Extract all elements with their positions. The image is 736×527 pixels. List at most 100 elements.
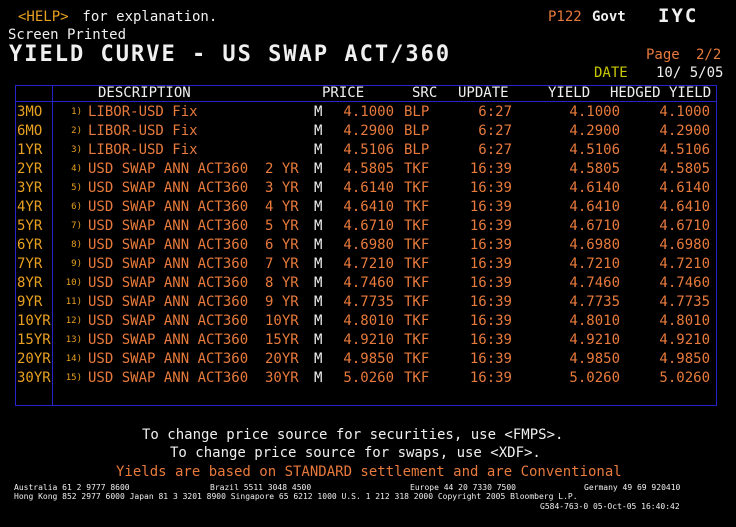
row-number[interactable]: 11) <box>65 297 82 307</box>
table-row[interactable]: 7YR 9) USD SWAP ANN ACT360 7 YR M 4.7210 TKF 1… <box>0 257 736 276</box>
column-header-hedged-yield: HEDGED YIELD <box>610 85 712 101</box>
row-hedged-yield: 4.6980 <box>659 237 710 253</box>
row-source: TKF <box>404 161 430 177</box>
row-price: 4.9210 <box>343 332 394 348</box>
row-number[interactable]: 8) <box>71 240 82 250</box>
row-number[interactable]: 5) <box>71 183 82 193</box>
row-update-time: 16:39 <box>469 180 512 196</box>
table-row[interactable]: 9YR 11) USD SWAP ANN ACT360 9 YR M 4.7735 TKF… <box>0 295 736 314</box>
table-row[interactable]: 2YR 4) USD SWAP ANN ACT360 2 YR M 4.5805 TKF 1… <box>0 162 736 181</box>
table-row[interactable]: 15YR 13) USD SWAP ANN ACT360 15YR M 4.9210 TK… <box>0 333 736 352</box>
table-row[interactable]: 6YR 8) USD SWAP ANN ACT360 6 YR M 4.6980 TKF 1… <box>0 238 736 257</box>
table-row[interactable]: 5YR 7) USD SWAP ANN ACT360 5 YR M 4.6710 TKF 1… <box>0 219 736 238</box>
row-price: 4.6410 <box>343 199 394 215</box>
row-number[interactable]: 15) <box>65 373 82 383</box>
table-row[interactable]: 1YR 3) LIBOR-USD Fix M 4.5106 BLP 6:27 4.5106 4.… <box>0 143 736 162</box>
table-row[interactable]: 30YR 15) USD SWAP ANN ACT360 30YR M 5.0260 TK… <box>0 371 736 390</box>
row-number[interactable]: 9) <box>71 259 82 269</box>
footer-contact-australia: Australia 61 2 9777 8600 <box>14 483 130 492</box>
row-hedged-yield: 4.7210 <box>659 256 710 272</box>
table-row[interactable]: 8YR 10) USD SWAP ANN ACT360 8 YR M 4.7460 TKF… <box>0 276 736 295</box>
header-divider <box>15 101 717 102</box>
row-description: USD SWAP ANN ACT360 15YR <box>88 332 299 348</box>
page-code: P122 <box>548 9 582 25</box>
row-description: LIBOR-USD Fix <box>88 123 198 139</box>
row-number[interactable]: 13) <box>65 335 82 345</box>
column-header-src: SRC <box>412 85 438 101</box>
note-settlement: Yields are based on STANDARD settlement … <box>116 464 622 480</box>
row-number[interactable]: 14) <box>65 354 82 364</box>
row-number[interactable]: 6) <box>71 202 82 212</box>
row-update-time: 16:39 <box>469 275 512 291</box>
row-update-time: 16:39 <box>469 351 512 367</box>
row-tenor: 20YR <box>17 351 51 367</box>
row-source: TKF <box>404 218 430 234</box>
column-header-update: UPDATE <box>458 85 509 101</box>
row-hedged-yield: 4.5805 <box>659 161 710 177</box>
row-source: TKF <box>404 180 430 196</box>
date-value: 10/ 5/05 <box>656 65 724 81</box>
row-indicator: M <box>314 370 323 386</box>
row-tenor: 8YR <box>17 275 43 291</box>
row-hedged-yield: 4.7735 <box>659 294 710 310</box>
row-number[interactable]: 4) <box>71 164 82 174</box>
row-source: TKF <box>404 199 430 215</box>
row-source: BLP <box>404 142 430 158</box>
table-row[interactable]: 6MO 2) LIBOR-USD Fix M 4.2900 BLP 6:27 4.2900 4.… <box>0 124 736 143</box>
help-key[interactable]: <HELP> <box>18 9 69 25</box>
row-indicator: M <box>314 294 323 310</box>
row-indicator: M <box>314 275 323 291</box>
row-tenor: 15YR <box>17 332 51 348</box>
row-tenor: 7YR <box>17 256 43 272</box>
table-row[interactable]: 3YR 5) USD SWAP ANN ACT360 3 YR M 4.6140 TKF 1… <box>0 181 736 200</box>
row-price: 4.5805 <box>343 161 394 177</box>
row-update-time: 16:39 <box>469 256 512 272</box>
row-source: TKF <box>404 370 430 386</box>
row-source: TKF <box>404 332 430 348</box>
row-number[interactable]: 12) <box>65 316 82 326</box>
row-number[interactable]: 10) <box>65 278 82 288</box>
row-hedged-yield: 4.8010 <box>659 313 710 329</box>
footer-contact-brazil: Brazil 5511 3048 4500 <box>210 483 312 492</box>
row-price: 4.8010 <box>343 313 394 329</box>
status-text: Screen Printed <box>8 27 127 43</box>
row-price: 4.6140 <box>343 180 394 196</box>
row-update-time: 6:27 <box>478 123 512 139</box>
row-yield: 4.7460 <box>569 275 620 291</box>
table-row[interactable]: 10YR 12) USD SWAP ANN ACT360 10YR M 4.8010 TK… <box>0 314 736 333</box>
row-price: 4.7735 <box>343 294 394 310</box>
row-description: USD SWAP ANN ACT360 6 YR <box>88 237 299 253</box>
row-yield: 4.6140 <box>569 180 620 196</box>
row-update-time: 16:39 <box>469 218 512 234</box>
column-header-price: PRICE <box>322 85 365 101</box>
row-hedged-yield: 4.6410 <box>659 199 710 215</box>
row-number[interactable]: 7) <box>71 221 82 231</box>
row-number[interactable]: 1) <box>71 107 82 117</box>
row-indicator: M <box>314 123 323 139</box>
row-hedged-yield: 4.6710 <box>659 218 710 234</box>
row-number[interactable]: 3) <box>71 145 82 155</box>
row-yield: 4.6410 <box>569 199 620 215</box>
row-tenor: 30YR <box>17 370 51 386</box>
page-label: Page <box>646 47 680 63</box>
row-yield: 4.2900 <box>569 123 620 139</box>
row-price: 4.6980 <box>343 237 394 253</box>
row-indicator: M <box>314 351 323 367</box>
row-yield: 4.6980 <box>569 237 620 253</box>
row-yield: 5.0260 <box>569 370 620 386</box>
row-price: 4.9850 <box>343 351 394 367</box>
row-description: USD SWAP ANN ACT360 5 YR <box>88 218 299 234</box>
row-hedged-yield: 4.2900 <box>659 123 710 139</box>
row-source: TKF <box>404 294 430 310</box>
page-value: 2/2 <box>696 47 722 63</box>
row-update-time: 16:39 <box>469 161 512 177</box>
table-row[interactable]: 4YR 6) USD SWAP ANN ACT360 4 YR M 4.6410 TKF 1… <box>0 200 736 219</box>
row-update-time: 16:39 <box>469 370 512 386</box>
row-update-time: 6:27 <box>478 142 512 158</box>
row-number[interactable]: 2) <box>71 126 82 136</box>
row-hedged-yield: 4.1000 <box>659 104 710 120</box>
row-hedged-yield: 5.0260 <box>659 370 710 386</box>
table-row[interactable]: 3MO 1) LIBOR-USD Fix M 4.1000 BLP 6:27 4.1000 4.… <box>0 105 736 124</box>
table-row[interactable]: 20YR 14) USD SWAP ANN ACT360 20YR M 4.9850 TK… <box>0 352 736 371</box>
row-price: 4.7460 <box>343 275 394 291</box>
